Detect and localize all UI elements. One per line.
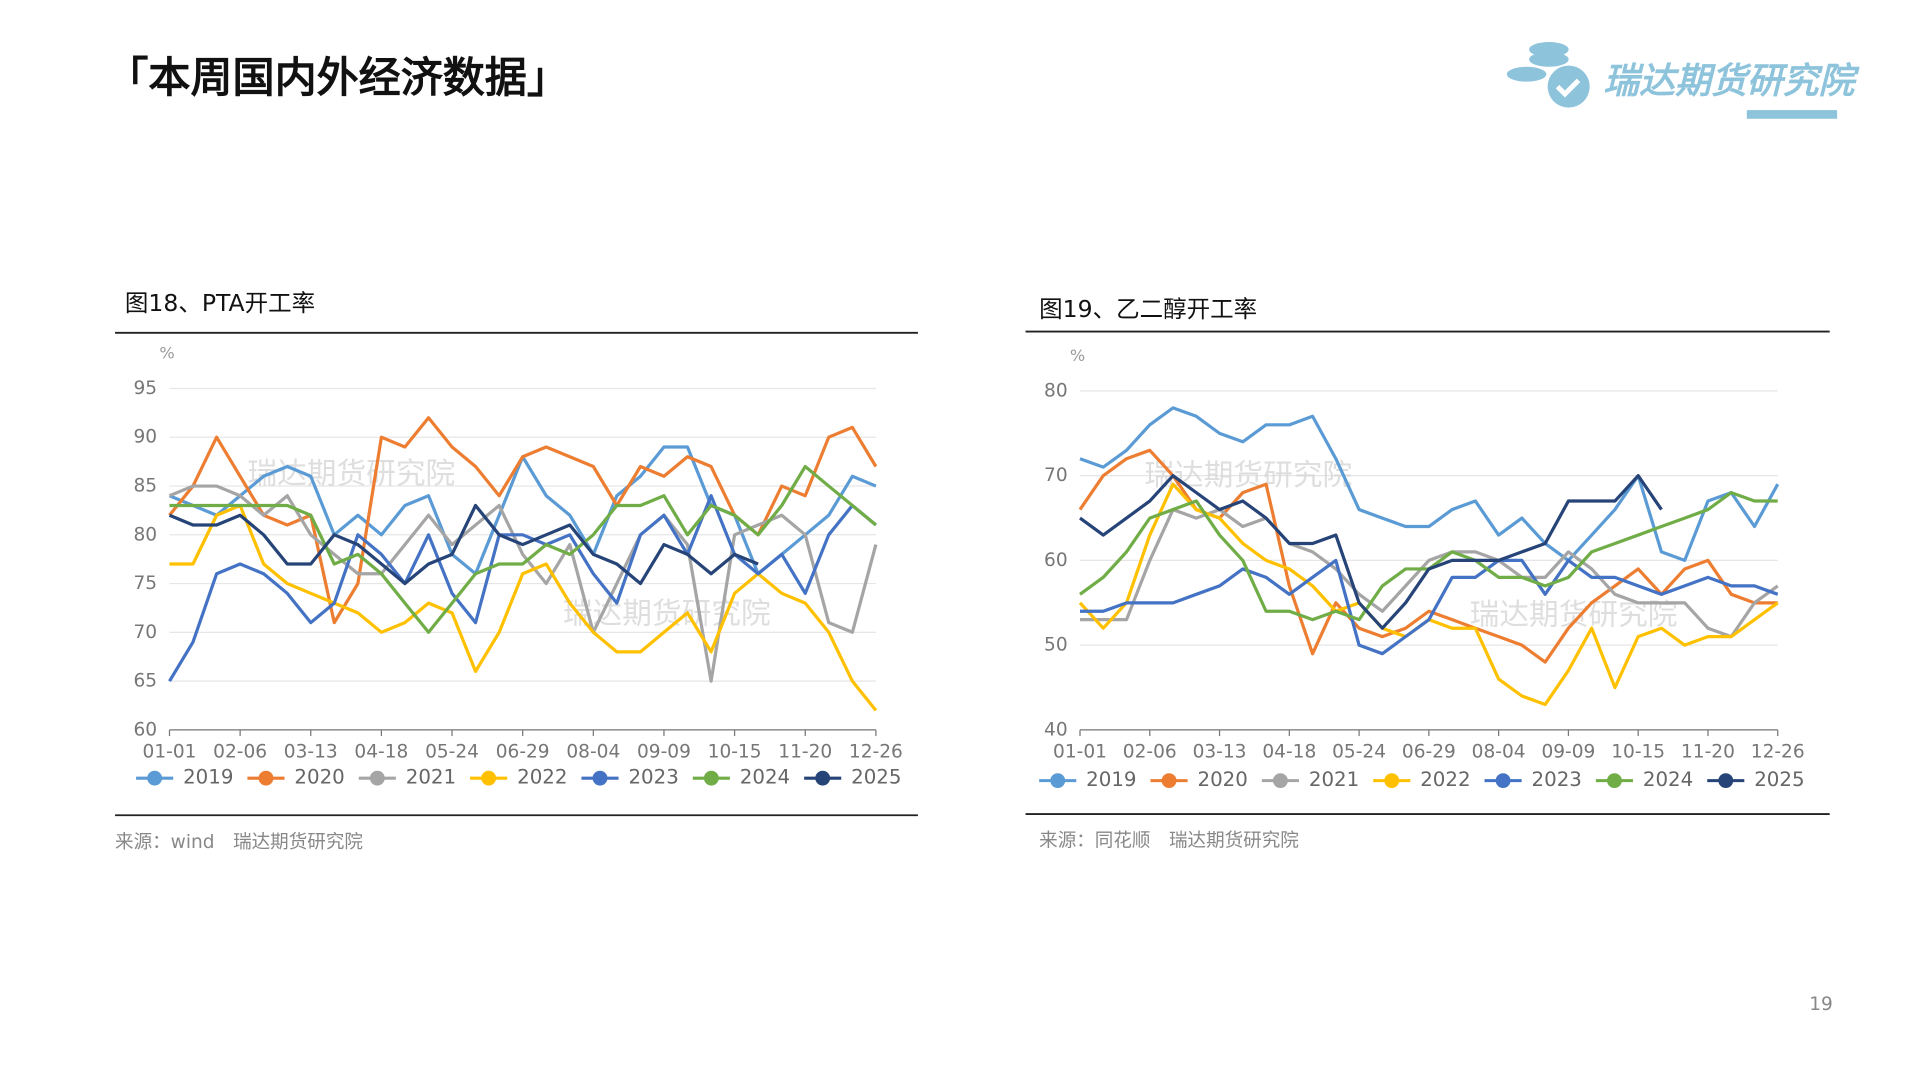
x-tick-label: 05-24 (425, 742, 479, 763)
legend-label: 2024 (740, 766, 790, 789)
source-note: 来源：同花顺 瑞达期货研究院 (1039, 831, 1299, 852)
x-tick-label: 05-24 (1332, 742, 1386, 763)
x-tick-label: 11-20 (1681, 742, 1735, 763)
y-tick-label: 65 (134, 671, 158, 692)
x-tick-label: 12-26 (849, 742, 903, 763)
y-tick-label: 70 (134, 622, 158, 643)
y-tick-label: 80 (134, 524, 158, 545)
legend-label: 2022 (517, 766, 567, 789)
x-tick-label: 10-15 (1611, 742, 1665, 763)
page-number: 19 (1809, 994, 1833, 1015)
legend-marker (815, 770, 831, 786)
series-line (1079, 406, 1780, 563)
x-tick-label: 01-01 (143, 742, 197, 763)
watermark: 瑞达期货研究院 (247, 457, 455, 492)
legend-marker (1607, 773, 1622, 789)
legend-label: 2021 (1309, 768, 1359, 791)
chart-caption: 图18、PTA开工率 (125, 289, 315, 317)
legend-label: 2019 (183, 766, 233, 789)
logo-coin (1506, 66, 1547, 82)
logo-check (1547, 65, 1590, 108)
y-tick-label: 60 (134, 719, 158, 740)
y-tick-label: 85 (134, 476, 158, 497)
legend-label: 2020 (294, 766, 344, 789)
x-tick-label: 01-01 (1053, 742, 1107, 763)
legend-label: 2020 (1198, 768, 1248, 791)
legend-label: 2022 (1420, 768, 1470, 791)
legend-marker (481, 770, 497, 786)
legend-marker (1495, 773, 1511, 789)
x-tick-label: 11-20 (778, 742, 832, 763)
y-tick-label: 60 (1044, 550, 1068, 571)
logo: 瑞达期货研究院 (1506, 42, 1860, 119)
legend-marker (1272, 773, 1288, 789)
legend-label: 2025 (851, 766, 901, 789)
legend-marker (592, 770, 608, 786)
legend-marker (703, 770, 719, 786)
legend-label: 2023 (628, 766, 678, 789)
x-tick-label: 09-09 (1541, 742, 1595, 763)
x-tick-label: 02-06 (1123, 742, 1177, 763)
series-line (168, 484, 878, 683)
legend-label: 2019 (1086, 768, 1136, 791)
y-tick-label: 80 (1044, 380, 1068, 401)
x-tick-label: 03-13 (284, 742, 338, 763)
series-line (169, 464, 877, 634)
x-tick-label: 04-18 (354, 742, 408, 763)
y-tick-label: 70 (1044, 465, 1068, 486)
y-tick-label: 40 (1044, 719, 1068, 740)
series-line (1079, 474, 1663, 630)
legend-marker (258, 770, 274, 786)
legend-marker (1161, 773, 1177, 789)
y-tick-label: 50 (1044, 635, 1068, 656)
legend-marker (1050, 773, 1066, 789)
source-note: 来源：wind 瑞达期货研究院 (115, 832, 363, 853)
chart-caption: 图19、乙二醇开工率 (1039, 295, 1257, 323)
legend-marker (1718, 773, 1734, 789)
y-tick-label: 90 (134, 427, 158, 448)
x-tick-label: 06-29 (496, 742, 550, 763)
legend-label: 2021 (406, 766, 456, 789)
series-line (1078, 482, 1779, 707)
legend-label: 2024 (1643, 768, 1693, 791)
series-line (1080, 558, 1779, 656)
x-tick-label: 03-13 (1193, 742, 1247, 763)
x-tick-label: 12-26 (1751, 742, 1805, 763)
series-line (1080, 507, 1779, 639)
y-axis-unit: % (159, 343, 174, 362)
logo-coin (1529, 51, 1569, 67)
x-tick-label: 08-04 (566, 742, 620, 763)
watermark: 瑞达期货研究院 (563, 596, 771, 631)
y-tick-label: 75 (134, 573, 158, 594)
x-tick-label: 08-04 (1472, 742, 1526, 763)
legend-marker (147, 770, 163, 786)
x-tick-label: 02-06 (213, 742, 267, 763)
x-tick-label: 10-15 (708, 742, 762, 763)
y-tick-label: 95 (134, 378, 158, 399)
logo-bar (1746, 110, 1838, 119)
logo-tick (1555, 78, 1581, 98)
x-tick-label: 06-29 (1402, 742, 1456, 763)
slide-title: 「本周国内外经济数据」 (106, 53, 569, 102)
logo-text: 瑞达期货研究院 (1603, 61, 1860, 102)
legend-marker (1384, 773, 1400, 789)
series-line (168, 503, 759, 586)
legend-label: 2025 (1754, 768, 1804, 791)
legend-marker (369, 770, 385, 786)
series-line (168, 494, 877, 682)
x-tick-label: 04-18 (1262, 742, 1316, 763)
y-axis-unit: % (1070, 346, 1085, 365)
x-tick-label: 09-09 (637, 742, 691, 763)
legend-label: 2023 (1532, 768, 1582, 791)
